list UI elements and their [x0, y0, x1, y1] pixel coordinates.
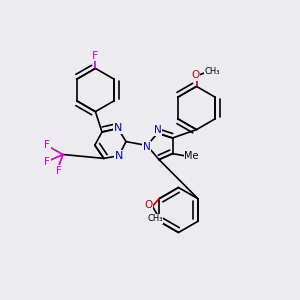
Text: CH₃: CH₃: [205, 68, 220, 76]
Text: F: F: [44, 140, 50, 150]
Text: F: F: [56, 166, 62, 176]
Text: N: N: [114, 123, 122, 134]
Text: N: N: [115, 151, 123, 161]
Text: Me: Me: [184, 151, 199, 161]
Text: O: O: [145, 200, 153, 210]
Text: N: N: [154, 125, 161, 135]
Text: F: F: [92, 50, 99, 61]
Text: CH₃: CH₃: [147, 214, 163, 223]
Text: N: N: [142, 142, 150, 152]
Text: O: O: [191, 70, 199, 80]
Text: F: F: [44, 157, 50, 167]
